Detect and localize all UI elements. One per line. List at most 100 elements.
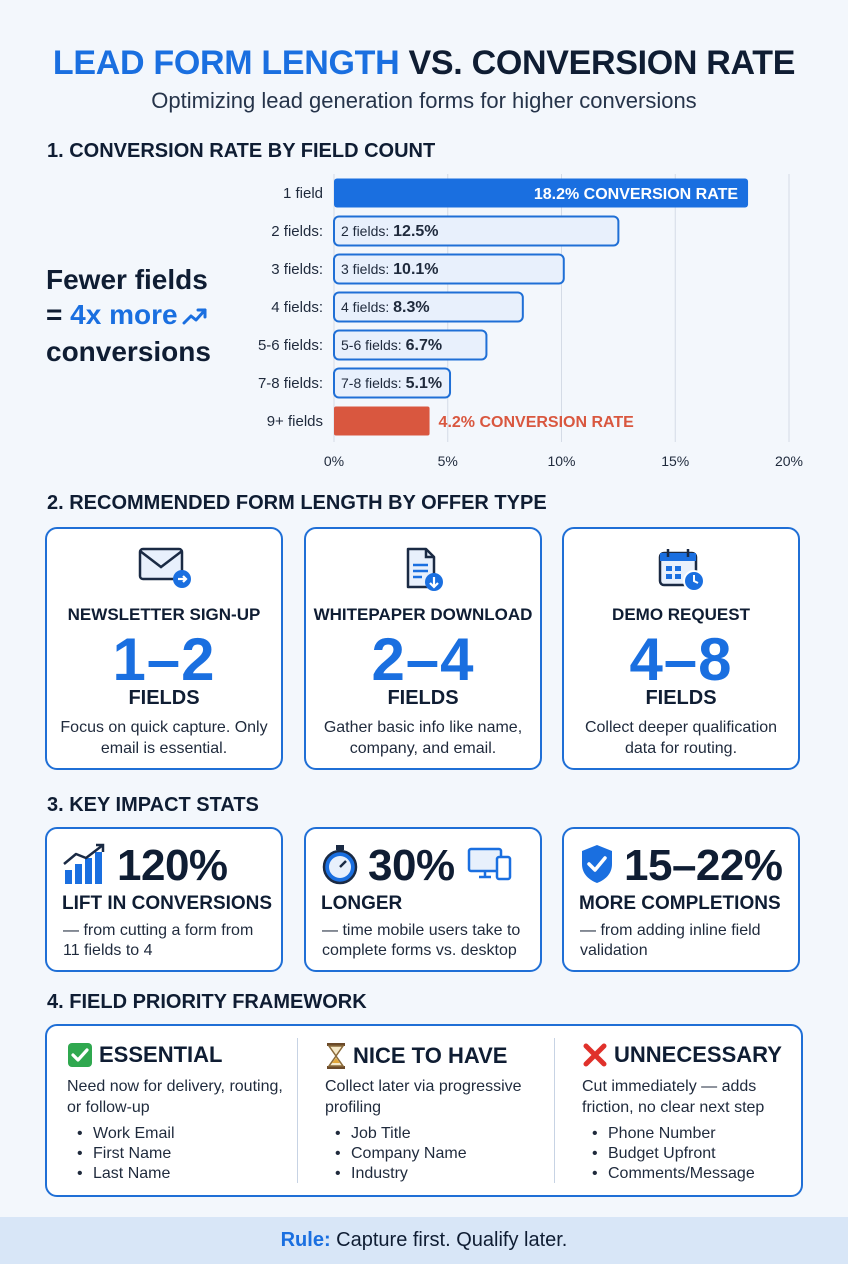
stat-card-lift: 120% LIFT IN CONVERSIONS — from cutting …	[45, 827, 283, 972]
list-item: Work Email	[77, 1124, 175, 1144]
section-heading-chart: 1. CONVERSION RATE BY FIELD COUNT	[47, 140, 436, 162]
data-label: 4 fields: 8.3%	[341, 299, 430, 316]
offer-unit: FIELDS	[128, 687, 200, 709]
category-label: 9+ fields	[267, 413, 323, 430]
framework-column-unnecessary: UNNECESSARY Cut immediately — adds frict…	[582, 1026, 832, 1195]
column-divider	[297, 1038, 298, 1183]
framework-description: Need now for delivery, routing, or follo…	[67, 1078, 283, 1116]
offer-description: Focus on quick capture. Only email is es…	[60, 719, 268, 757]
data-label: 4.2% CONVERSION RATE	[439, 414, 635, 431]
tagline-line-3: conversions	[46, 336, 211, 368]
offer-range: 4–8	[629, 626, 733, 693]
data-label-value: 6.7%	[406, 337, 442, 354]
offer-range: 1–2	[112, 626, 216, 693]
list-item: First Name	[77, 1144, 175, 1164]
category-label: 4 fields:	[271, 299, 323, 316]
tagline-accent: 4x more	[70, 299, 178, 330]
section-heading-stats: 3. KEY IMPACT STATS	[47, 794, 259, 816]
bar	[333, 215, 620, 247]
page-subtitle: Optimizing lead generation forms for hig…	[151, 88, 697, 113]
bar	[333, 367, 452, 399]
rule-label: Rule:	[280, 1229, 331, 1251]
data-label-value: 10.1%	[393, 261, 438, 278]
section-heading-framework: 4. FIELD PRIORITY FRAMEWORK	[47, 991, 367, 1013]
x-tick-label: 20%	[775, 453, 803, 469]
section-heading-offers: 2. RECOMMENDED FORM LENGTH BY OFFER TYPE	[47, 492, 547, 514]
stat-description: — from cutting a form from 11 fields to …	[63, 922, 254, 959]
offer-description: Gather basic info like name, company, an…	[323, 719, 523, 757]
stat-card-validation: 15–22% MORE COMPLETIONS — from adding in…	[562, 827, 800, 972]
x-tick-label: 10%	[547, 453, 575, 469]
framework-list: Work Email First Name Last Name	[77, 1124, 175, 1184]
rule-text: Capture first. Qualify later.	[330, 1229, 568, 1251]
offer-title: WHITEPAPER DOWNLOAD	[313, 605, 533, 624]
bar	[333, 253, 565, 285]
stat-label: MORE COMPLETIONS	[579, 893, 781, 914]
bar-chart-up-icon	[61, 842, 109, 891]
framework-heading: ESSENTIAL	[99, 1042, 223, 1067]
tagline-line-2: = 4x more	[46, 297, 211, 334]
offer-unit: FIELDS	[645, 687, 717, 709]
stat-value: 15–22%	[624, 841, 783, 890]
list-item: Company Name	[335, 1144, 467, 1164]
category-label: 5-6 fields:	[258, 337, 323, 354]
tagline-prefix: =	[46, 299, 71, 330]
category-label: 2 fields:	[271, 223, 323, 240]
title-rest: VS. CONVERSION RATE	[399, 44, 796, 82]
field-priority-framework: ESSENTIAL Need now for delivery, routing…	[45, 1024, 803, 1197]
footer-rule: Rule: Capture first. Qualify later.	[0, 1217, 848, 1264]
check-box-icon	[67, 1042, 93, 1068]
stat-value: 30%	[368, 841, 455, 890]
title-accent: LEAD FORM LENGTH	[52, 44, 400, 82]
x-tick-label: 5%	[438, 453, 458, 469]
calendar-clock-icon	[564, 545, 798, 592]
page-title: LEAD FORM LENGTH VS. CONVERSION RATE	[0, 44, 848, 83]
category-label: 3 fields:	[271, 261, 323, 278]
data-label: 5-6 fields: 6.7%	[341, 337, 442, 354]
offer-unit: FIELDS	[387, 687, 459, 709]
data-label: 18.2% CONVERSION RATE	[534, 186, 739, 203]
data-label-value: 12.5%	[393, 223, 438, 240]
framework-column-nice-to-have: NICE TO HAVE Collect later via progressi…	[325, 1026, 575, 1195]
data-label-prefix: 5-6 fields:	[341, 337, 406, 353]
framework-description: Collect later via progressive profiling	[325, 1078, 522, 1116]
framework-description: Cut immediately — adds friction, no clea…	[582, 1078, 765, 1116]
offer-card-newsletter: NEWSLETTER SIGN-UP 1–2 FIELDS Focus on q…	[45, 527, 283, 770]
bar	[333, 291, 524, 323]
devices-icon	[467, 845, 513, 888]
hourglass-icon	[325, 1042, 347, 1070]
stat-value: 120%	[117, 841, 228, 890]
list-item: Phone Number	[592, 1124, 755, 1144]
framework-column-essential: ESSENTIAL Need now for delivery, routing…	[67, 1026, 317, 1195]
offer-card-demo: DEMO REQUEST 4–8 FIELDS Collect deeper q…	[562, 527, 800, 770]
category-label: 1 field	[283, 185, 323, 202]
data-label-prefix: 7-8 fields:	[341, 375, 406, 391]
list-item: Industry	[335, 1164, 467, 1184]
list-item: Budget Upfront	[592, 1144, 755, 1164]
envelope-icon	[47, 545, 281, 591]
category-label: 7-8 fields:	[258, 375, 323, 392]
x-tick-label: 0%	[324, 453, 344, 469]
bar	[333, 329, 488, 361]
column-divider	[554, 1038, 555, 1183]
data-label-value: 8.3%	[393, 299, 429, 316]
stat-description: — from adding inline field validation	[580, 922, 761, 959]
stat-description: — time mobile users take to complete for…	[322, 922, 521, 959]
bar	[334, 406, 430, 436]
framework-heading: NICE TO HAVE	[353, 1043, 508, 1068]
data-label: 3 fields: 10.1%	[341, 261, 439, 278]
data-label-prefix: 4 fields:	[341, 299, 393, 315]
stat-label: LONGER	[321, 893, 403, 914]
data-label-prefix: 3 fields:	[341, 261, 393, 277]
x-tick-label: 15%	[661, 453, 689, 469]
data-label-prefix: 2 fields:	[341, 223, 393, 239]
list-item: Job Title	[335, 1124, 467, 1144]
list-item: Comments/Message	[592, 1164, 755, 1184]
offer-description: Collect deeper qualification data for ro…	[584, 719, 778, 757]
framework-list: Job Title Company Name Industry	[335, 1124, 467, 1184]
trend-up-icon	[182, 299, 208, 334]
stat-label: LIFT IN CONVERSIONS	[62, 893, 273, 914]
data-label-value: 5.1%	[406, 375, 442, 392]
data-label: 2 fields: 12.5%	[341, 223, 439, 240]
stat-card-mobile: 30% LONGER — time mobile users take to c…	[304, 827, 542, 972]
